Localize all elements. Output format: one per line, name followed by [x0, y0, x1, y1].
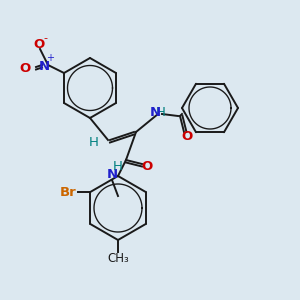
- Text: H: H: [156, 106, 166, 119]
- Text: +: +: [46, 53, 54, 63]
- Text: H: H: [89, 136, 99, 148]
- Text: Br: Br: [60, 185, 77, 199]
- Text: O: O: [33, 38, 45, 50]
- Text: N: N: [38, 59, 50, 73]
- Text: -: -: [43, 33, 47, 43]
- Text: O: O: [182, 130, 193, 143]
- Text: H: H: [113, 160, 123, 172]
- Text: N: N: [149, 106, 161, 119]
- Text: CH₃: CH₃: [107, 253, 129, 266]
- Text: O: O: [20, 61, 31, 74]
- Text: N: N: [106, 169, 118, 182]
- Text: O: O: [141, 160, 153, 173]
